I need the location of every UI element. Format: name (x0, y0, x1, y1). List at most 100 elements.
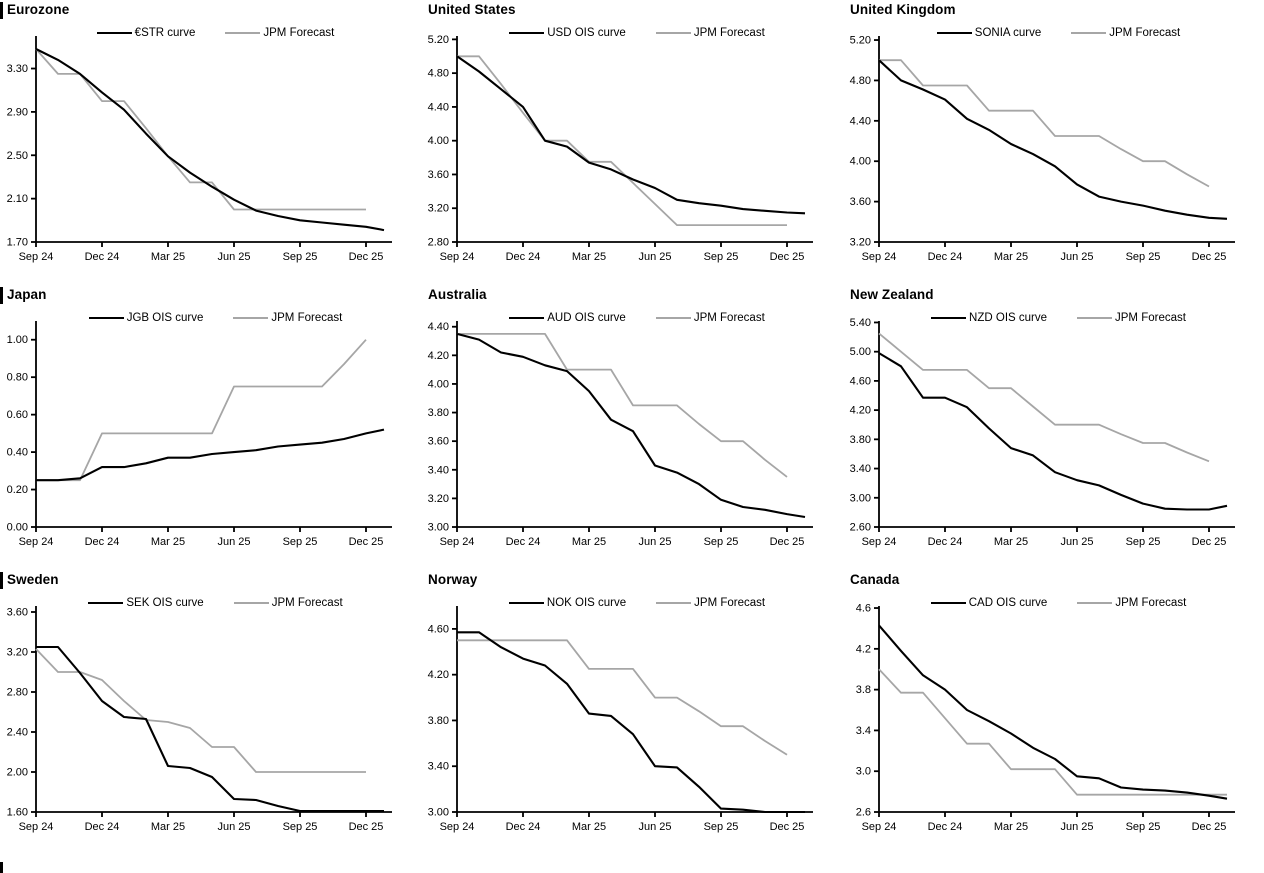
x-axis-label: Dec 24 (506, 821, 541, 833)
y-axis-label: 3.0 (856, 766, 871, 778)
y-axis-label: 3.40 (850, 463, 871, 475)
y-axis-label: 3.60 (428, 436, 449, 448)
y-axis-label: 2.40 (7, 727, 28, 739)
y-axis-label: 3.20 (850, 237, 871, 249)
chart-cell: Sweden SEK OIS curve JPM Forecast 1.60 2.0… (0, 570, 421, 873)
axis-lines (878, 606, 1235, 813)
y-axis-label: 4.00 (428, 135, 449, 147)
x-axis-label: Dec 24 (928, 536, 963, 548)
x-axis-label: Dec 24 (506, 536, 541, 548)
y-axis-label: 2.90 (7, 106, 28, 118)
chart-canvas: 2.80 3.20 3.60 4.00 4.40 4.80 5.20 Sep 24 Dec 24… (428, 34, 813, 263)
x-axis-label: Jun 25 (1060, 821, 1093, 833)
section-bar-icon (0, 2, 3, 19)
x-axis-label: Dec 25 (349, 536, 384, 548)
x-axis-label: Dec 25 (770, 251, 805, 263)
chart-canvas: 3.20 3.60 4.00 4.40 4.80 5.20 Sep 24 Dec 24 Mar … (850, 35, 1235, 263)
y-axis-label: 0.60 (7, 409, 28, 421)
y-axis-label: 4.60 (428, 623, 449, 635)
chart-title-text: Australia (428, 287, 487, 302)
axis-lines (35, 321, 392, 528)
y-axis-label: 4.6 (856, 603, 871, 615)
series-line-jgb-ois-curve (36, 428, 385, 482)
y-axis-label: 3.60 (850, 196, 871, 208)
y-axis-label: 2.80 (7, 687, 28, 699)
chart-title: United Kingdom (843, 2, 1264, 22)
x-axis-label: Mar 25 (994, 821, 1028, 833)
chart-title: Japan (0, 287, 421, 307)
y-axis-label: 3.20 (428, 493, 449, 505)
x-axis-label: Mar 25 (572, 536, 606, 548)
series-line-nzd-ois-curve (878, 352, 1228, 511)
axis-lines (35, 606, 392, 813)
series-line-jpm-forecast (457, 332, 788, 478)
y-axis-label: 4.80 (850, 75, 871, 87)
x-axis-label: Dec 25 (349, 821, 384, 833)
series-line-jpm-forecast (35, 48, 366, 211)
series-line-cad-ois-curve (878, 624, 1228, 800)
chart-cell: United States USD OIS curve JPM Forecast … (421, 0, 843, 285)
y-axis-label: 4.20 (850, 405, 871, 417)
y-axis-label: 3.00 (428, 522, 449, 534)
series-line-jpm-forecast (36, 339, 367, 482)
y-axis-label: 2.50 (7, 150, 28, 162)
chart-cell: Australia AUD OIS curve JPM Forecast 3.00… (421, 285, 843, 570)
y-axis-label: 1.00 (7, 334, 28, 346)
x-axis-label: Sep 24 (19, 536, 54, 548)
x-axis-label: Dec 24 (85, 821, 120, 833)
chart-cell: New Zealand NZD OIS curve JPM Forecast 2.… (843, 285, 1264, 570)
y-axis-label: 5.20 (850, 35, 871, 47)
chart-canvas: 2.6 3.0 3.4 3.8 4.2 4.6 Sep 24 Dec 24 Mar 25 Jun … (856, 603, 1235, 833)
series-line-jpm-forecast (35, 648, 366, 773)
x-axis-label: Sep 25 (1126, 536, 1161, 548)
x-axis-label: Mar 25 (151, 251, 185, 263)
x-axis-label: Sep 24 (862, 821, 897, 833)
y-axis-label: 0.40 (7, 447, 28, 459)
y-axis-label: 2.60 (850, 522, 871, 534)
series-line-usd-ois-curve (456, 55, 806, 215)
y-axis-label: 2.80 (428, 237, 449, 249)
y-axis-label: 5.40 (850, 317, 871, 329)
y-axis-label: 3.30 (7, 63, 28, 75)
chart-canvas: 2.60 3.00 3.40 3.80 4.20 4.60 5.00 5.40 Sep 24 De… (850, 317, 1235, 548)
series-line-nok-ois-curve (457, 631, 805, 814)
y-axis-label: 2.6 (856, 807, 871, 819)
x-axis-label: Dec 24 (506, 251, 541, 263)
x-axis-label: Jun 25 (638, 821, 671, 833)
chart-title-text: United States (428, 2, 516, 17)
y-axis-label: 1.60 (7, 807, 28, 819)
y-axis-label: 0.00 (7, 522, 28, 534)
chart-title-text: New Zealand (850, 287, 934, 302)
chart-cell: Eurozone €STR curve JPM Forecast 1.70 2.10… (0, 0, 421, 285)
x-axis-label: Dec 25 (1192, 251, 1227, 263)
x-axis-label: Sep 25 (704, 251, 739, 263)
x-axis-label: Sep 25 (283, 536, 318, 548)
y-axis-label: 2.00 (7, 767, 28, 779)
y-axis-label: 4.80 (428, 68, 449, 80)
chart-canvas: 1.70 2.10 2.50 2.90 3.30 Sep 24 Dec 24 Mar 25 Ju… (7, 36, 392, 263)
x-axis-label: Sep 24 (19, 821, 54, 833)
series-line-€str-curve (35, 48, 385, 232)
chart-canvas: 3.00 3.20 3.40 3.60 3.80 4.00 4.20 4.40 Sep 24 De… (428, 321, 813, 548)
series-line-sonia-curve (878, 59, 1228, 220)
y-axis-label: 3.20 (7, 647, 28, 659)
y-axis-label: 3.00 (850, 492, 871, 504)
x-axis-label: Jun 25 (1060, 536, 1093, 548)
y-axis-label: 0.20 (7, 484, 28, 496)
y-axis-label: 4.2 (856, 643, 871, 655)
x-axis-label: Dec 25 (1192, 536, 1227, 548)
x-axis-label: Sep 25 (704, 536, 739, 548)
series-line-jpm-forecast (457, 639, 788, 756)
chart-title: New Zealand (843, 287, 1264, 307)
x-axis-label: Sep 25 (283, 821, 318, 833)
y-axis-label: 3.60 (7, 607, 28, 619)
y-axis-label: 4.20 (428, 669, 449, 681)
y-axis-label: 3.80 (850, 434, 871, 446)
x-axis-label: Dec 25 (770, 536, 805, 548)
chart-title: Norway (421, 572, 843, 592)
axis-lines (878, 36, 1235, 243)
chart-title: Australia (421, 287, 843, 307)
x-axis-label: Sep 25 (1126, 821, 1161, 833)
